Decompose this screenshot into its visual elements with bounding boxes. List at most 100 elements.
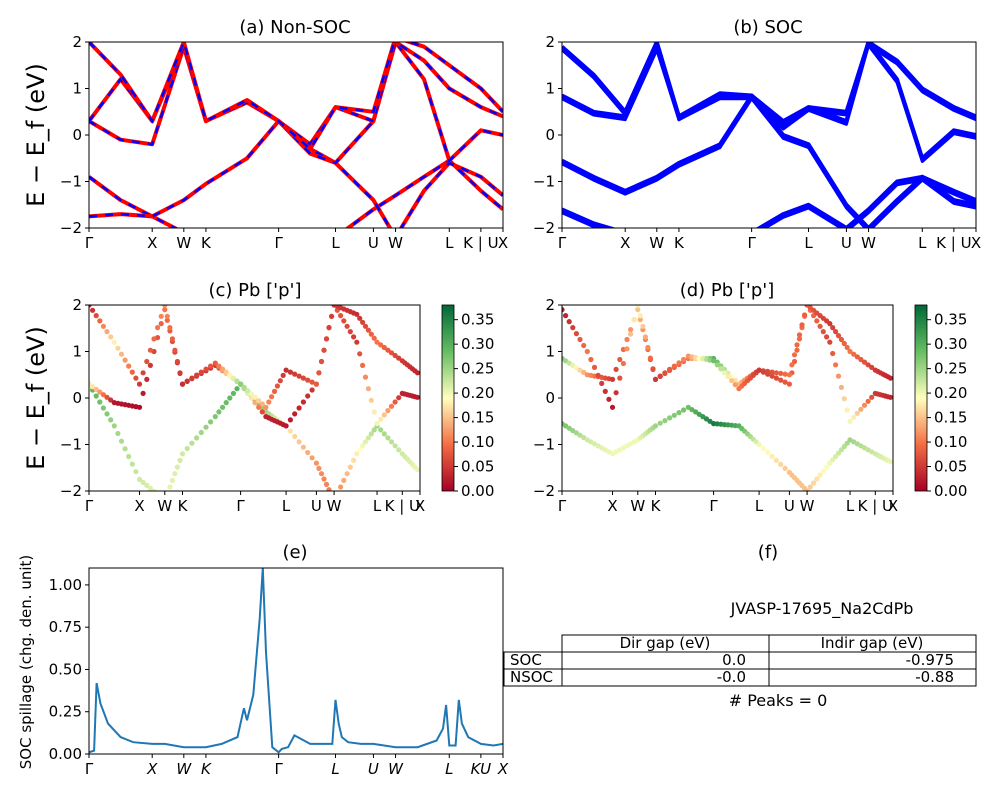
scatter-point: [144, 482, 150, 488]
scatter-point: [844, 407, 850, 413]
scatter-point: [662, 370, 668, 376]
scatter-point: [841, 340, 847, 347]
scatter-point: [194, 372, 200, 378]
scatter-point: [609, 404, 616, 410]
scatter-point: [827, 321, 833, 327]
scatter-point: [794, 342, 800, 348]
scatter-point: [321, 347, 327, 353]
scatter-point: [371, 409, 377, 415]
band-lines: [89, 42, 503, 228]
scatter-point: [280, 372, 286, 378]
scatter-point: [667, 366, 673, 372]
x-tick-label: X: [415, 497, 425, 515]
scatter-point: [602, 388, 608, 394]
scatter-point: [824, 334, 830, 340]
scatter-point: [854, 410, 860, 416]
panel-f-title: (f): [758, 542, 778, 563]
spillage-line: [89, 568, 503, 754]
scatter-points: [89, 305, 420, 496]
scatter-point: [796, 336, 803, 342]
scatter-point: [782, 379, 788, 385]
scatter-point: [782, 371, 788, 377]
scatter-point: [381, 431, 387, 437]
x-tick-label: KU: [471, 760, 492, 778]
scatter-point: [234, 386, 240, 392]
y-tick-label: 0: [72, 389, 82, 407]
scatter-point: [714, 362, 720, 368]
colorbar-tick-label: 0.20: [934, 384, 967, 402]
scatter-point: [817, 472, 823, 478]
scatter-point: [851, 414, 857, 420]
scatter-point: [362, 439, 369, 445]
scatter-point: [835, 373, 842, 379]
scatter-point: [354, 451, 360, 457]
scatter-point: [645, 344, 651, 351]
colorbar-tick-label: 0.20: [461, 384, 494, 402]
x-tick-label: Γ: [85, 760, 94, 778]
y-tick-label: 0: [545, 389, 555, 407]
scatter-point: [344, 471, 350, 477]
band-line: [562, 42, 976, 161]
scatter-point: [248, 391, 254, 397]
y-tick-label: 2: [545, 33, 555, 51]
scatter-point: [167, 484, 173, 490]
x-tick-label: L: [331, 234, 340, 252]
x-tick-label: U: [841, 234, 852, 252]
scatter-point: [165, 491, 170, 496]
scatter-point: [835, 333, 842, 339]
scatter-point: [388, 403, 395, 409]
x-tick-label: K | U: [385, 497, 420, 515]
scatter-point: [650, 366, 656, 372]
band-line: [562, 174, 976, 228]
scatter-point: [861, 402, 868, 408]
table-col-header-2: Indir gap (eV): [821, 634, 924, 652]
scatter-point: [122, 357, 128, 363]
y-tick-label: −1: [533, 436, 555, 454]
x-tick-label: W: [861, 234, 876, 252]
scatter-point: [283, 367, 289, 373]
scatter-point: [711, 358, 717, 364]
scatter-point: [887, 394, 893, 400]
scatter-point: [817, 323, 823, 329]
scatter-point: [238, 381, 244, 387]
x-tick-label: L: [445, 760, 453, 778]
scatter-point: [628, 327, 634, 333]
scatter-point: [155, 325, 161, 331]
scatter-point: [108, 397, 114, 403]
x-tick-label: Γ: [274, 760, 283, 778]
scatter-point: [869, 394, 875, 400]
scatter-point: [357, 315, 363, 321]
y-tick-label: −2: [60, 482, 82, 500]
scatter-point: [378, 342, 384, 348]
scatter-point: [827, 339, 833, 345]
scatter-point: [820, 468, 826, 474]
scatter-point: [266, 399, 272, 405]
scatter-point: [136, 381, 143, 387]
scatter-point: [667, 415, 673, 421]
colorbar-tick-label: 0.35: [461, 311, 494, 329]
panel-c-plot: 210−1−2Γ X W K Γ L U W L K | UX0.350.300.250.200.…: [60, 296, 495, 515]
scatter-point: [794, 347, 800, 353]
x-tick-label: X: [888, 497, 898, 515]
scatter-point: [381, 412, 387, 418]
scatter-point: [97, 318, 103, 324]
scatter-point: [300, 375, 306, 381]
scatter-point: [129, 461, 135, 467]
scatter-point: [851, 351, 857, 357]
band-lines: [562, 42, 976, 228]
scatter-point: [179, 381, 186, 387]
scatter-point: [179, 451, 186, 457]
x-tick-label: K: [201, 760, 212, 778]
scatter-point: [287, 369, 293, 375]
scatter-point: [838, 384, 845, 390]
scatter-point: [802, 312, 808, 318]
scatter-point: [305, 377, 311, 383]
scatter-point: [782, 465, 788, 471]
scatter-point: [577, 336, 583, 343]
scatter-point: [309, 387, 315, 393]
colorbar-tick-label: 0.25: [934, 360, 967, 378]
scatter-point: [765, 368, 771, 374]
x-tick-label: Γ: [85, 497, 94, 515]
scatter-point: [635, 305, 641, 308]
scatter-point: [414, 467, 420, 473]
